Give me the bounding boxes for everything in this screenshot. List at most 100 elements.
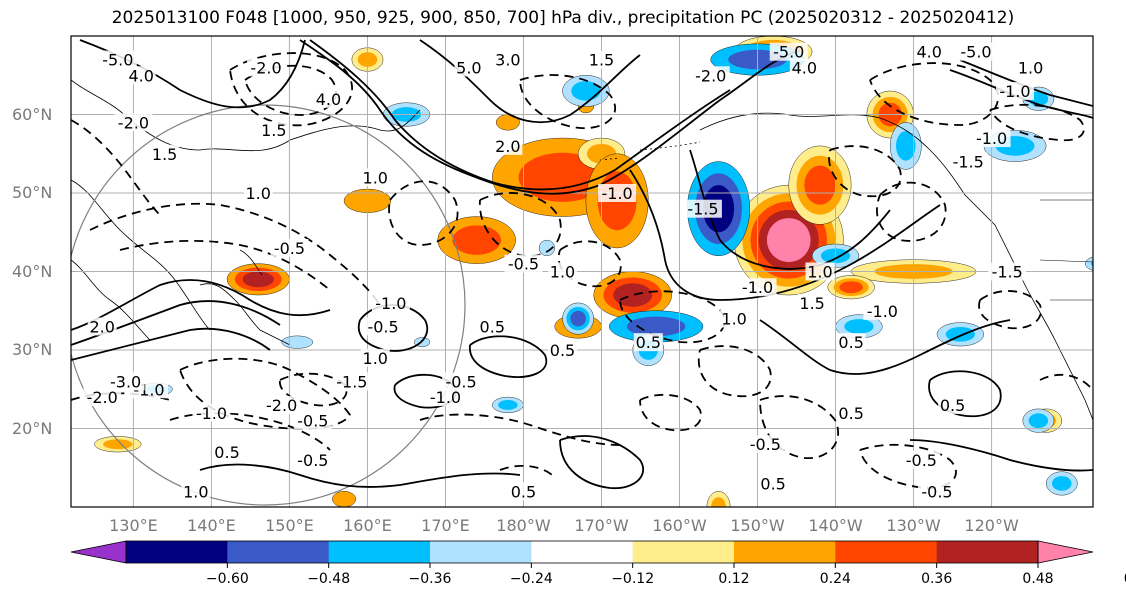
- contour-dashed: [519, 74, 617, 129]
- contour-label: 0.5: [550, 341, 575, 360]
- colorbar-outline: [125, 540, 1039, 564]
- contour-label-bg: [442, 372, 481, 391]
- colorbar-tick-label: 0.36: [921, 571, 953, 587]
- contour-dashed: [244, 64, 337, 116]
- contour-label: -0.5: [274, 239, 305, 258]
- colorbar-tick-label: 0.24: [819, 571, 851, 587]
- coastline-japan: [199, 249, 291, 346]
- lat-tick-label: 40°N: [12, 261, 53, 281]
- contour-solid: [629, 169, 941, 301]
- contour-label: 4.0: [792, 58, 817, 77]
- colorbar-tick-label: −0.60: [205, 571, 249, 587]
- precipitation-cell: [766, 218, 811, 263]
- contour-label: -0.5: [367, 317, 398, 336]
- precipitation-cell: [1085, 256, 1093, 271]
- contour-label: -0.5: [297, 412, 328, 431]
- contour-label-bg: [371, 293, 410, 312]
- contour-label: -1.0: [867, 302, 898, 321]
- contour-label: -1.0: [375, 294, 406, 313]
- contour-label-bg: [902, 450, 941, 469]
- contour-dashed: [859, 443, 957, 489]
- contour-label-bg: [192, 403, 231, 422]
- contour-label: 0.5: [760, 474, 785, 493]
- contour-label-bg: [972, 129, 1011, 148]
- lon-tick-label: 150°W: [730, 516, 785, 535]
- contour-label: -2.0: [118, 113, 149, 132]
- contour-label: 1.0: [363, 349, 388, 368]
- contour-label-bg: [633, 333, 663, 352]
- contour-label: -1.0: [430, 388, 461, 407]
- contour-label-bg: [836, 333, 866, 352]
- contour-label-bg: [508, 482, 538, 501]
- contour-label-bg: [181, 482, 211, 501]
- contour-dashed: [71, 119, 161, 216]
- lon-tick-label: 150°E: [265, 516, 314, 535]
- contour-label-bg: [243, 184, 273, 202]
- colorbar-segment: [328, 541, 431, 563]
- contour-label: 4.0: [316, 90, 341, 109]
- precipitation-cell: [570, 310, 586, 327]
- contour-solid: [959, 59, 1093, 107]
- contour-label: -1.0: [976, 129, 1007, 148]
- contour-label: 0.5: [214, 443, 239, 462]
- contour-label: 0.5: [838, 404, 863, 423]
- contour-dashed: [989, 103, 1085, 142]
- contour-label: -0.5: [906, 451, 937, 470]
- lon-tick-label: 140°E: [187, 516, 236, 535]
- contour-label-bg: [917, 482, 956, 501]
- coastline-alaska: [699, 112, 996, 226]
- contour-solid: [299, 39, 801, 195]
- contour-label: 0.5: [480, 317, 505, 336]
- contour-label-bg: [83, 388, 122, 407]
- contour-label: 1.0: [807, 263, 832, 282]
- lon-tick-label: 160°W: [652, 516, 707, 535]
- contour-dashed: [169, 412, 331, 451]
- contour-solid: [71, 279, 331, 331]
- lon-tick-label: 120°W: [964, 516, 1019, 535]
- lat-tick-label: 30°N: [12, 340, 53, 359]
- contour-solid: [309, 39, 731, 191]
- contour-label-bg: [360, 348, 390, 367]
- contour-labels: -5.04.0-2.01.5-2.04.01.51.0-0.51.05.0 3.0…: [83, 42, 1046, 501]
- lon-tick-label: 130°W: [886, 516, 941, 535]
- contour-label: 2.0: [495, 137, 520, 156]
- contour-label: -0.5: [297, 451, 328, 470]
- contour-label: 5.0: [456, 58, 481, 77]
- contour-dashed: [876, 181, 947, 242]
- contour-dashed: [869, 62, 999, 126]
- colorbar-tick-label: −0.12: [611, 571, 655, 587]
- contour-label: 4.0: [916, 43, 941, 62]
- contour-dashed: [119, 239, 331, 291]
- contour-label-bg: [270, 238, 309, 257]
- contour-label: 1.0: [183, 482, 208, 501]
- contour-label: 1.0: [721, 310, 746, 329]
- contour-solid: [909, 439, 1093, 472]
- precipitation-cell: [538, 239, 555, 256]
- contour-label: -1.5: [687, 200, 718, 219]
- precipitation-cell: [1052, 476, 1072, 491]
- colorbar-segments: [70, 540, 1094, 564]
- contour-label-bg: [106, 372, 145, 391]
- contour-label-bg: [262, 395, 301, 414]
- colorbar-segment: [632, 541, 735, 563]
- contour-label-bg: [988, 262, 1027, 281]
- contour-label: 1.0: [246, 184, 271, 203]
- lon-tick-label: 170°W: [574, 516, 629, 535]
- lon-tick-label: 130°E: [109, 516, 158, 535]
- contour-label: 1.0: [1018, 58, 1043, 77]
- lon-tick-label: 180°W: [496, 516, 551, 535]
- precipitation-cell: [452, 225, 502, 255]
- contour-label: -2.0: [695, 66, 726, 85]
- contour-label-bg: [719, 309, 749, 328]
- contour-label: -3.0: [110, 372, 141, 391]
- contour-dashed: [557, 240, 622, 288]
- contour-label: 0.5: [940, 396, 965, 415]
- contour-label-bg: [949, 152, 988, 171]
- region-circle: [71, 104, 466, 506]
- colorbar-extend-min: [70, 540, 127, 564]
- contour-label-bg: [259, 121, 289, 140]
- contour-label: -0.5: [750, 435, 781, 454]
- contour-label: -1.0: [742, 278, 773, 297]
